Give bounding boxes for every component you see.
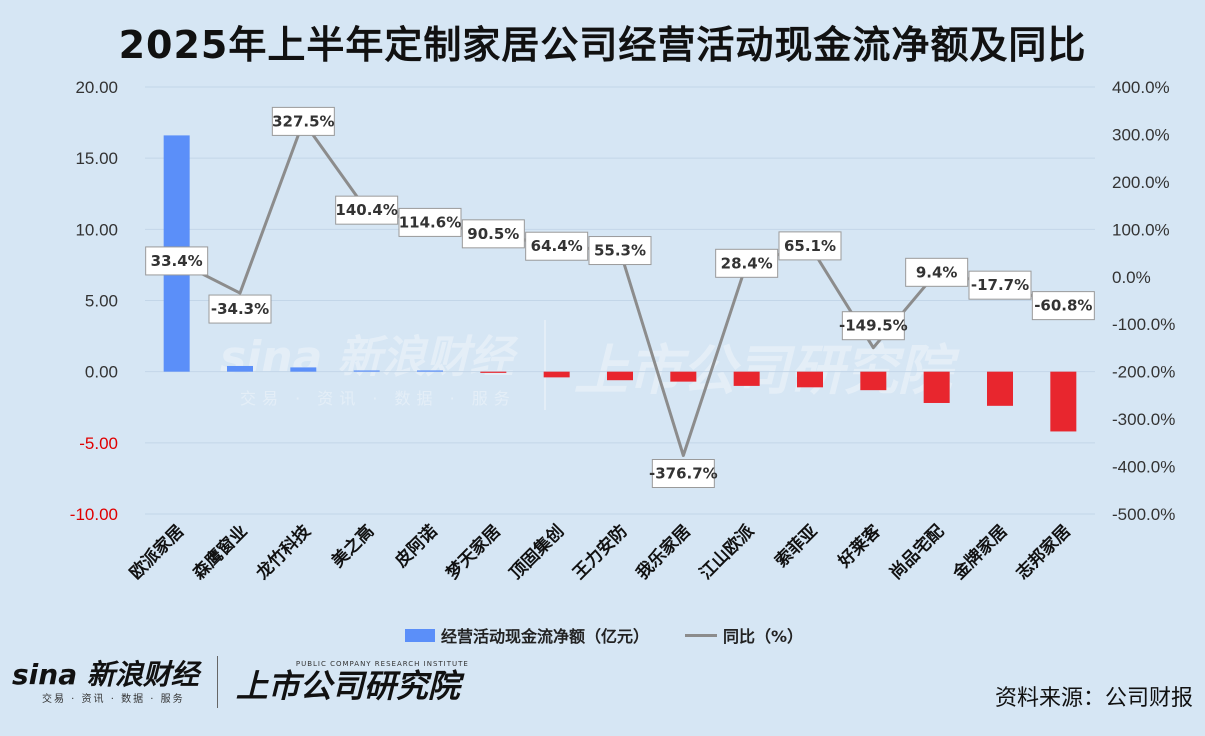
research-en: PUBLIC COMPANY RESEARCH INSTITUTE (295, 660, 469, 668)
logo-divider (216, 656, 218, 708)
category-label: 志邦家居 (1012, 521, 1075, 584)
y-right-tick-label: -100.0% (1112, 315, 1175, 334)
data-label-box (208, 294, 272, 324)
data-label: 114.6% (399, 213, 461, 231)
source-note: 资料来源：公司财报 (994, 686, 1193, 711)
yoy-line (175, 119, 1064, 458)
category-label: 好莱客 (833, 520, 885, 572)
sina-logo: sina 新浪财经 交易 · 资讯 · 数据 · 服务 (12, 657, 199, 705)
data-label-box (905, 257, 969, 287)
bar (733, 371, 760, 386)
data-label-box (588, 236, 652, 266)
category-label: 我乐家居 (632, 521, 695, 584)
data-label: 65.1% (784, 237, 836, 255)
data-label: 64.4% (531, 237, 583, 255)
data-label: -60.8% (1034, 297, 1092, 315)
y-left-tick-label: 20.00 (75, 78, 118, 97)
category-label: 森鹰窗业 (189, 521, 252, 584)
bar (923, 371, 950, 403)
y-left-tick-label: 15.00 (75, 149, 118, 168)
bar (607, 371, 633, 381)
legend: 经营活动现金流净额（亿元） 同比（%） (405, 623, 803, 647)
data-label-box (841, 311, 905, 341)
y-left-tick-label: 10.00 (75, 220, 118, 239)
category-label: 欧派家居 (125, 521, 188, 584)
bar (417, 370, 443, 372)
data-label: -149.5% (839, 317, 908, 335)
data-label-box (968, 270, 1032, 300)
data-label: -17.7% (971, 276, 1029, 294)
bar (987, 371, 1013, 406)
y-left-tick-label: -5.00 (79, 434, 118, 453)
footer-logo: sina 新浪财经 交易 · 资讯 · 数据 · 服务 PUBLIC COMPA… (12, 656, 469, 708)
sina-sub: 交易 · 资讯 · 数据 · 服务 (42, 693, 185, 705)
legend-bar-swatch (405, 628, 435, 642)
data-label: 140.4% (335, 201, 397, 219)
data-label-box (651, 459, 715, 489)
bar (860, 371, 887, 391)
y-left-tick-label: 0.00 (85, 363, 118, 382)
research-logo: PUBLIC COMPANY RESEARCH INSTITUTE 上市公司研究… (236, 660, 469, 704)
category-label: 美之高 (327, 521, 378, 572)
category-label: 梦天家居 (442, 521, 505, 584)
legend-line-label: 同比（%） (723, 627, 804, 646)
data-label: 9.4% (916, 263, 958, 281)
data-label-box (715, 248, 779, 278)
data-label-box (1031, 291, 1095, 321)
data-label: 55.3% (594, 242, 646, 260)
y-right-tick-label: 400.0% (1112, 78, 1170, 97)
bar (290, 367, 317, 372)
category-label: 江山欧派 (695, 520, 759, 584)
category-label: 金牌家居 (948, 521, 1012, 585)
category-label: 尚品宅配 (885, 521, 948, 584)
y-right-tick-label: -500.0% (1112, 505, 1175, 524)
bar (1050, 371, 1077, 432)
y-right-tick-label: -300.0% (1112, 410, 1175, 429)
data-label: 28.4% (721, 254, 773, 272)
data-label-box (398, 207, 462, 237)
y-right-tick-label: 0.0% (1112, 268, 1151, 287)
bar (353, 370, 380, 372)
category-label: 顶固集创 (505, 521, 568, 584)
bar (543, 371, 570, 378)
data-label: -376.7% (649, 465, 718, 483)
bar (480, 371, 507, 373)
legend-bar-label: 经营活动现金流净额（亿元） (441, 627, 650, 646)
data-label-box (271, 106, 335, 136)
data-label: -34.3% (211, 300, 269, 318)
category-label: 龙竹科技 (251, 520, 315, 584)
sina-brand: sina 新浪财经 (12, 657, 199, 691)
y-left-tick-label: 5.00 (85, 292, 118, 311)
data-label-box (145, 246, 209, 276)
bar (797, 371, 823, 388)
legend-item-bar[interactable]: 经营活动现金流净额（亿元） (405, 623, 649, 647)
y-right-tick-label: 300.0% (1112, 125, 1170, 144)
category-label: 索菲亚 (771, 521, 822, 572)
y-left-tick-label: -10.00 (70, 505, 118, 524)
category-label: 王力安防 (569, 521, 632, 584)
data-label: 90.5% (467, 225, 519, 243)
data-label: 33.4% (151, 252, 203, 270)
data-label-box (778, 231, 842, 261)
y-right-tick-label: -200.0% (1112, 363, 1175, 382)
data-label-box (525, 231, 589, 261)
bar (670, 371, 697, 382)
legend-line-swatch (685, 633, 718, 637)
data-label: 327.5% (272, 112, 334, 130)
legend-item-line[interactable]: 同比（%） (685, 623, 803, 647)
chart-title: 2025年上半年定制家居公司经营活动现金流净额及同比 (118, 23, 1087, 67)
category-label: 皮阿诺 (391, 521, 442, 572)
y-right-tick-label: -400.0% (1112, 458, 1175, 477)
data-label-box (461, 219, 525, 249)
bar (227, 365, 253, 372)
research-cn: 上市公司研究院 (235, 667, 460, 705)
y-right-tick-label: 100.0% (1112, 220, 1170, 239)
data-label-box (335, 195, 399, 225)
y-right-tick-label: 200.0% (1112, 173, 1170, 192)
